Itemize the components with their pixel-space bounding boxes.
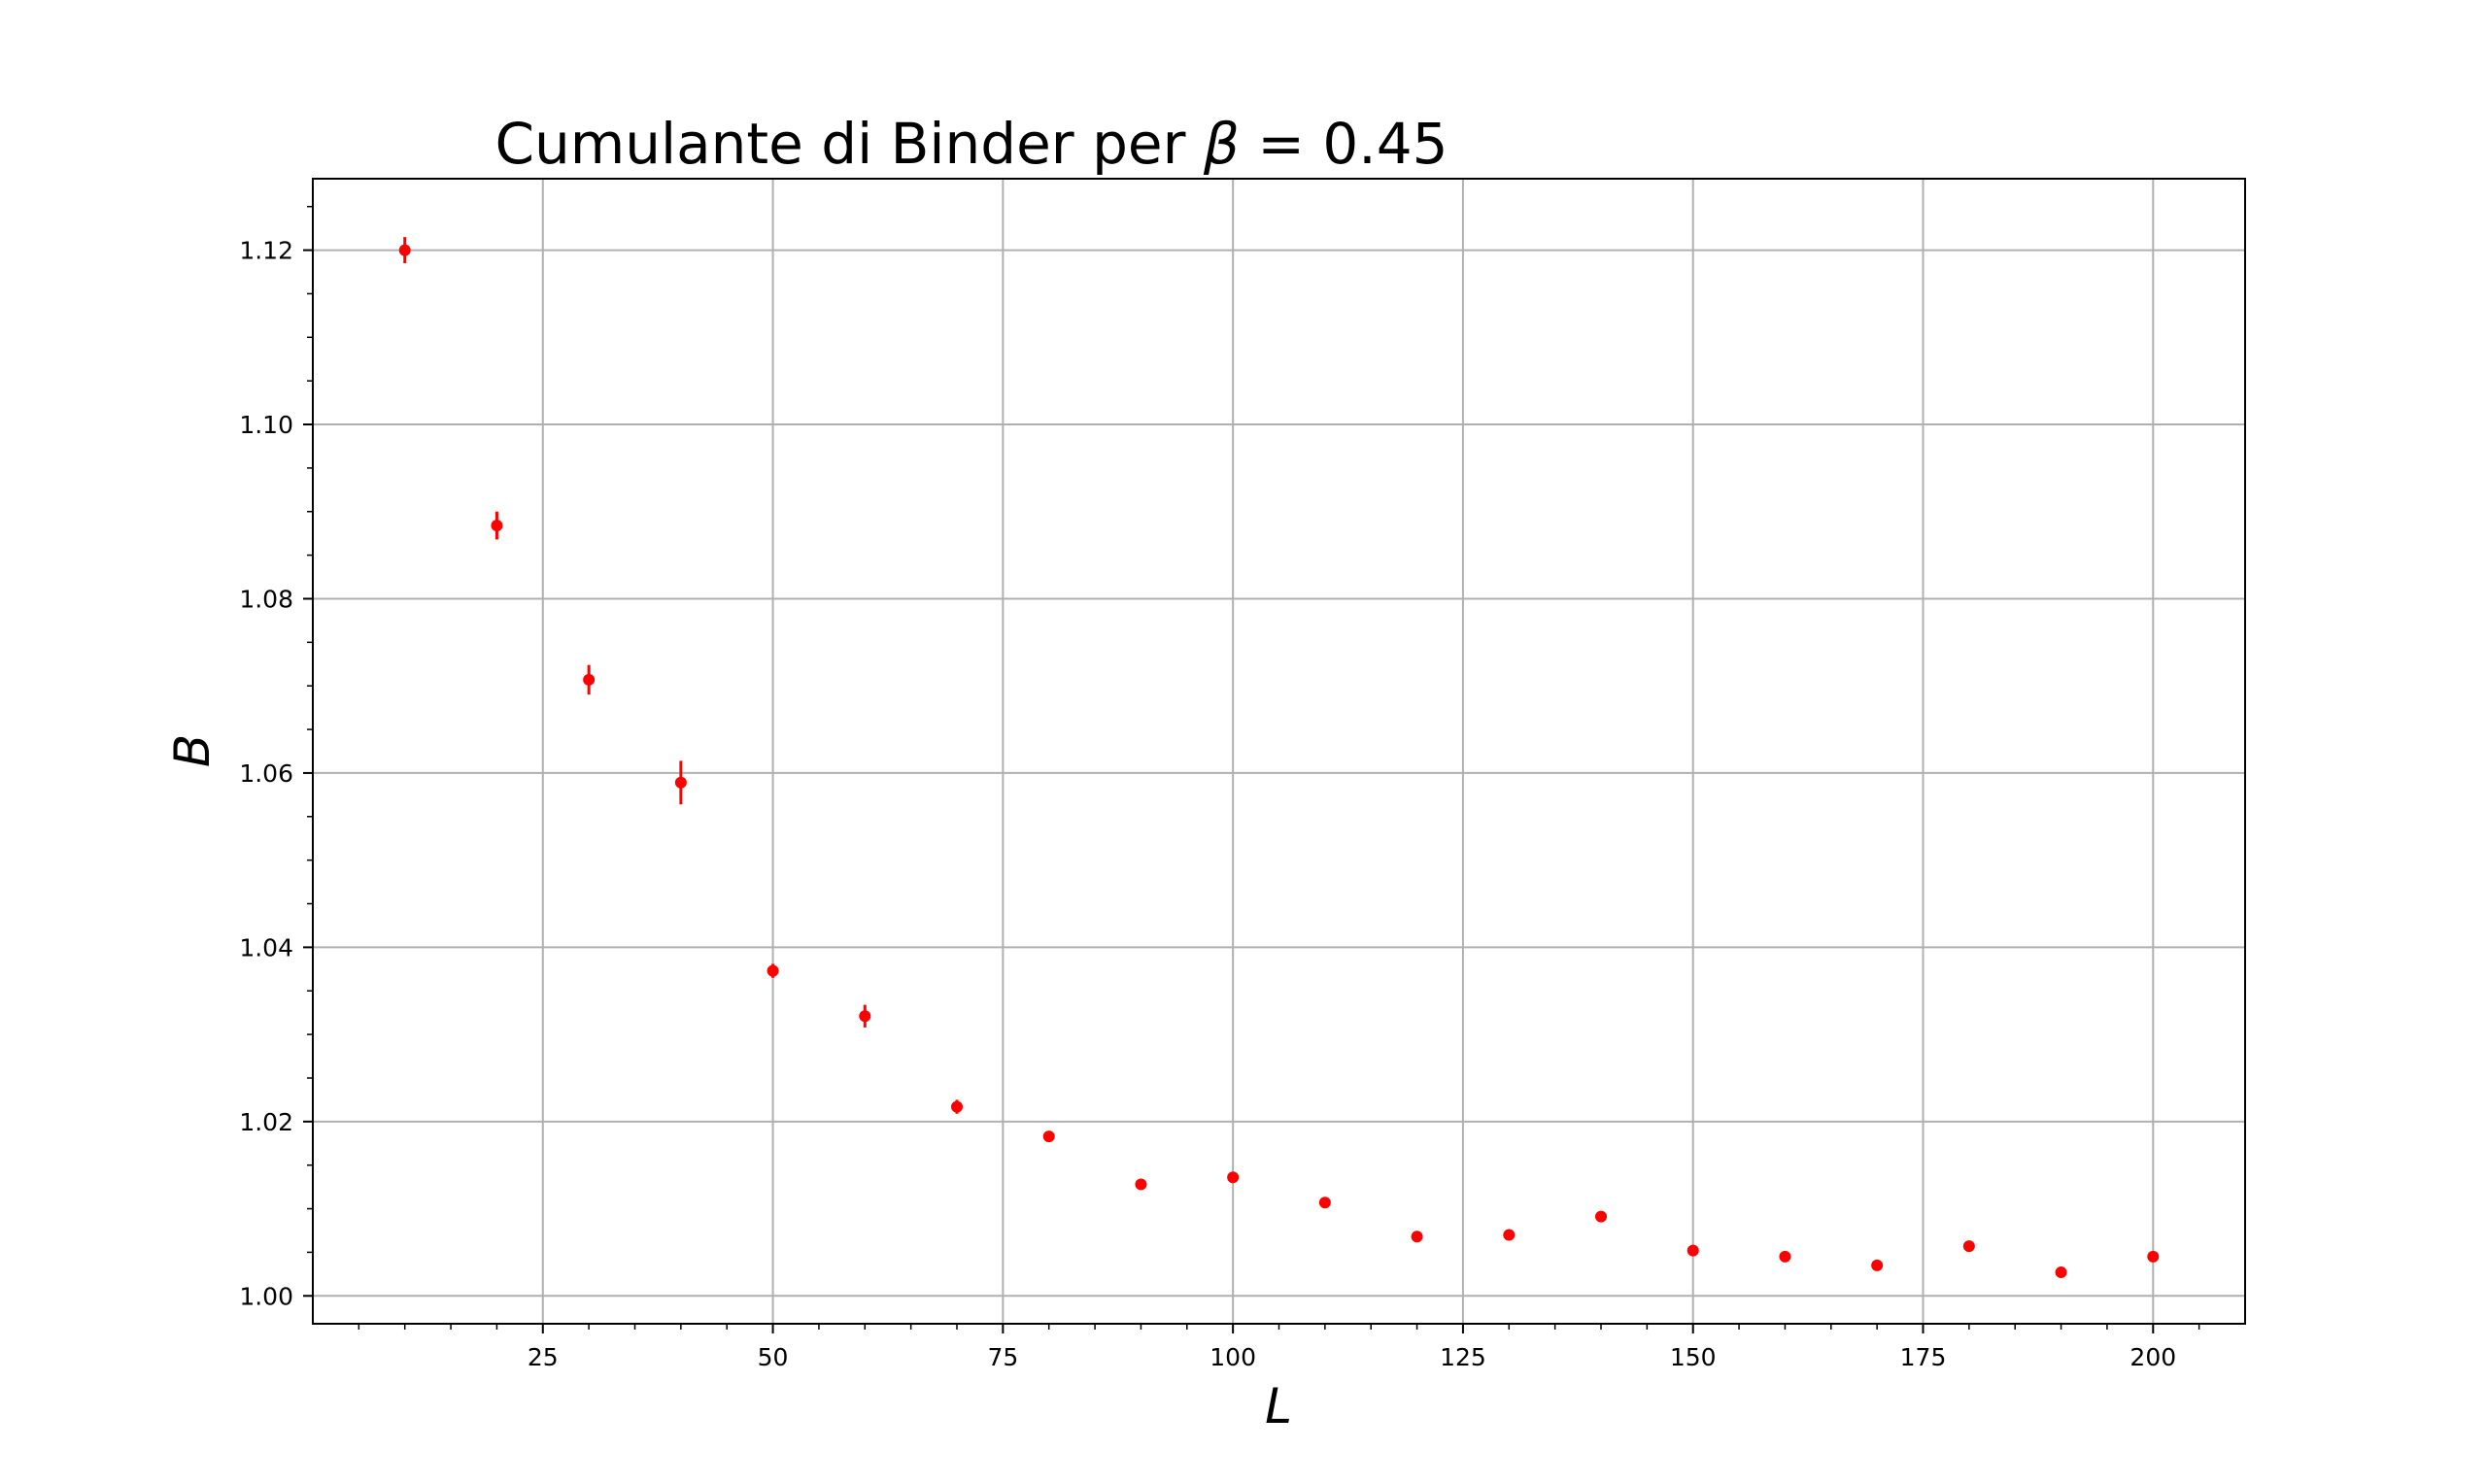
y-tick-label: 1.08 (239, 585, 293, 613)
data-point (951, 1100, 963, 1113)
y-tick-label: 1.10 (239, 411, 293, 439)
data-point (1779, 1250, 1791, 1263)
x-tick-label: 100 (1209, 1343, 1256, 1371)
chart-title: Cumulante di Binder per β = 0.45 (494, 111, 1448, 177)
x-tick-label: 125 (1440, 1343, 1486, 1371)
data-point (1227, 1171, 1240, 1184)
data-point (1042, 1130, 1055, 1143)
y-tick-label: 1.04 (239, 933, 293, 961)
x-tick-label: 200 (2129, 1343, 2176, 1371)
data-point (1962, 1240, 1975, 1253)
x-tick-label: 75 (987, 1343, 1018, 1371)
data-point (1503, 1229, 1516, 1241)
x-tick-label: 25 (528, 1343, 559, 1371)
y-tick-label: 1.02 (239, 1108, 293, 1136)
data-point (1411, 1231, 1423, 1243)
data-point (767, 964, 779, 977)
x-tick-label: 50 (758, 1343, 789, 1371)
data-point (2055, 1266, 2067, 1279)
y-tick-label: 1.12 (239, 237, 293, 265)
x-tick-label: 175 (1900, 1343, 1947, 1371)
plot-frame (312, 178, 2246, 1325)
data-point (398, 244, 411, 256)
y-axis-label: B (164, 734, 221, 767)
data-point (859, 1010, 871, 1023)
y-tick-label: 1.00 (239, 1282, 293, 1310)
x-tick-label: 150 (1670, 1343, 1717, 1371)
grid-lines (313, 179, 2245, 1324)
axis-ticks: 25 50 75 100 125 150 175 200 1.00 1.02 1.04 1.06 1.0… (239, 205, 2200, 1371)
data-point (491, 520, 503, 532)
y-tick-label: 1.06 (239, 759, 293, 788)
data-point (1135, 1178, 1147, 1191)
data-point (1686, 1244, 1699, 1257)
data-point (2147, 1250, 2160, 1263)
data-point (583, 673, 596, 686)
data-point (674, 776, 687, 789)
data-point (1595, 1210, 1607, 1223)
x-axis-label: L (1265, 1378, 1292, 1434)
data-point (1871, 1259, 1884, 1271)
data-points (398, 237, 2160, 1279)
data-point (1318, 1197, 1331, 1209)
